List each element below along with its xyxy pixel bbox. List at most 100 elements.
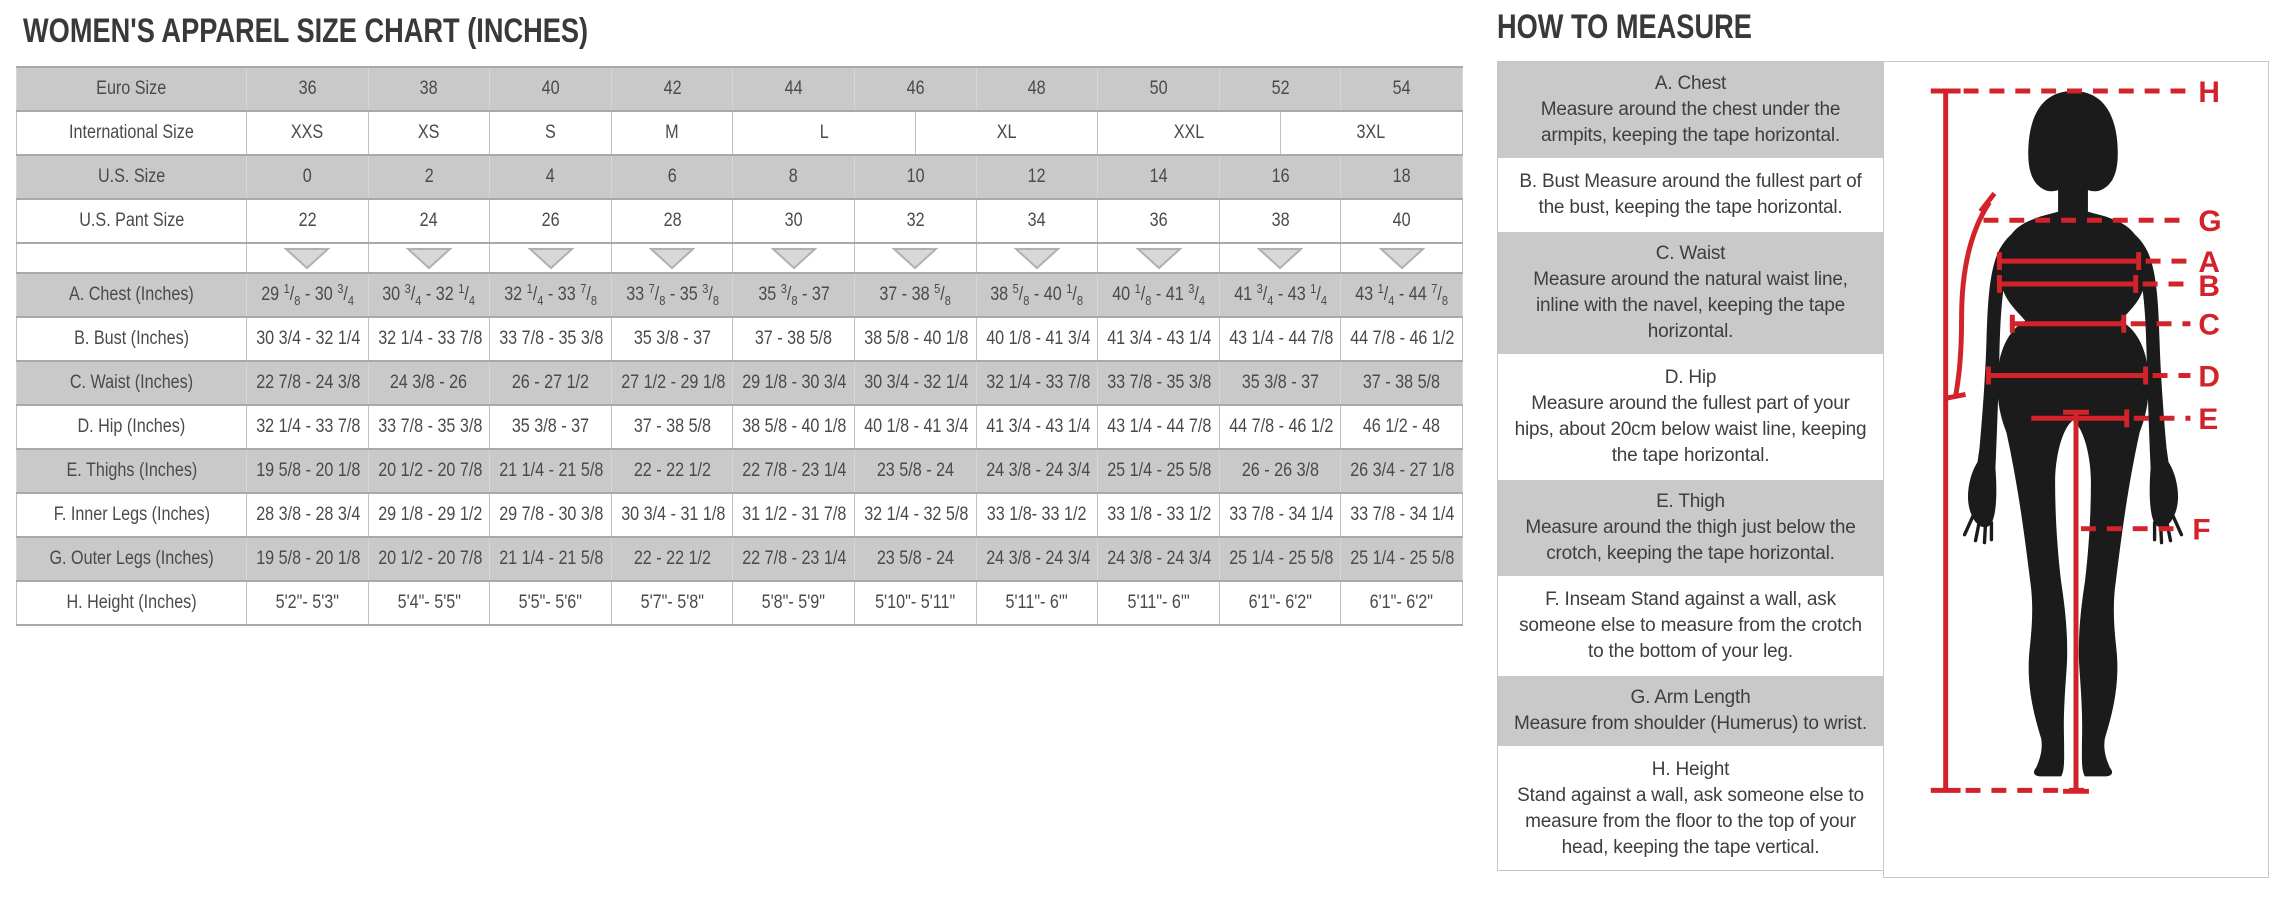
size-cell: 33 7/8 - 35 3/8 — [610, 272, 734, 318]
size-cell: 41 3/4 - 43 1/4 — [1097, 316, 1220, 362]
right-arm — [2111, 221, 2179, 528]
size-cell: 5'11"- 6'" — [1097, 580, 1220, 626]
size-cell: L — [732, 110, 916, 156]
size-cell: 29 1/8 - 29 1/2 — [367, 492, 491, 538]
size-chart-title: WOMEN'S APPAREL SIZE CHART (INCHES) — [23, 12, 589, 50]
arrow-cell — [1097, 242, 1220, 274]
size-cell: 34 — [975, 198, 1099, 244]
down-arrow-icon — [649, 248, 696, 270]
size-cell: 40 1/8 - 41 3/4 — [854, 404, 977, 450]
finger-strokes — [1962, 513, 2184, 545]
measure-item: B. Bust Measure around the fullest part … — [1498, 160, 1883, 232]
label-E: E — [2198, 403, 2218, 436]
size-cell: 6'1"- 6'2" — [1218, 580, 1342, 626]
table-row — [16, 242, 1464, 274]
size-cell: 44 7/8 - 46 1/2 — [1340, 316, 1464, 362]
size-cell: 33 7/8 - 35 3/8 — [1097, 360, 1220, 406]
woman-silhouette — [1962, 90, 2184, 777]
table-row: International Size XXS XS S M L XL XXL 3XL — [16, 110, 1464, 156]
size-cell: 44 — [732, 66, 856, 112]
row-label: C. Waist (Inches) — [16, 360, 247, 406]
size-cell: 3XL — [1279, 110, 1464, 156]
size-cell: 24 3/8 - 24 3/4 — [1097, 536, 1220, 582]
thigh-line — [2031, 409, 2130, 428]
size-cell: 35 3/8 - 37 — [1218, 360, 1342, 406]
size-cell: 19 5/8 - 20 1/8 — [246, 536, 369, 582]
down-arrow-icon — [770, 248, 817, 270]
size-cell: 8 — [732, 154, 856, 200]
measure-item-text: Measure around the thigh just below the … — [1525, 517, 1856, 564]
size-cell: 29 1/8 - 30 3/4 — [246, 272, 369, 318]
size-cell: 35 3/8 - 37 — [610, 316, 734, 362]
arrow-cell — [1340, 242, 1464, 274]
table-row: U.S. Size 0 2 4 6 8 10 12 14 16 18 — [16, 154, 1464, 200]
table-row: E. Thighs (Inches) 19 5/8 - 20 1/8 20 1/2 … — [16, 448, 1464, 494]
size-cell: 4 — [489, 154, 612, 200]
size-cell: 21 1/4 - 21 5/8 — [489, 448, 612, 494]
arrow-cell — [975, 242, 1099, 274]
size-cell: 5'2"- 5'3" — [246, 580, 369, 626]
size-cell: 30 3/4 - 32 1/4 — [854, 360, 977, 406]
size-cell: M — [610, 110, 734, 156]
size-cell: 38 5/8 - 40 1/8 — [975, 272, 1099, 318]
size-cell: 33 7/8 - 34 1/4 — [1218, 492, 1342, 538]
measure-item-text: F. Inseam Stand against a wall, ask some… — [1519, 589, 1862, 662]
row-label: International Size — [16, 110, 247, 156]
size-cell: 33 7/8 - 34 1/4 — [1340, 492, 1464, 538]
size-cell: S — [489, 110, 612, 156]
size-cell: 22 - 22 1/2 — [610, 448, 734, 494]
measure-item-heading: C. Waist — [1655, 243, 1726, 264]
measure-item-text: B. Bust Measure around the fullest part … — [1519, 171, 1862, 218]
size-cell: 22 — [246, 198, 369, 244]
table-row: A. Chest (Inches) 29 1/8 - 30 3/4 30 3/4 -… — [16, 272, 1464, 318]
size-cell: 43 1/4 - 44 7/8 — [1097, 404, 1220, 450]
arrow-cell — [367, 242, 491, 274]
size-cell: 30 3/4 - 32 1/4 — [246, 316, 369, 362]
size-cell: 36 — [1097, 198, 1220, 244]
table-row: U.S. Pant Size 22 24 26 28 30 32 34 36 38 40 — [16, 198, 1464, 244]
size-cell: 5'10"- 5'11" — [854, 580, 977, 626]
row-label: Euro Size — [16, 66, 247, 112]
size-cell: 43 1/4 - 44 7/8 — [1218, 316, 1342, 362]
down-arrow-icon — [527, 248, 574, 270]
size-cell: 48 — [975, 66, 1099, 112]
measure-item-text: Stand against a wall, ask someone else t… — [1517, 785, 1864, 858]
measure-item-heading: H. Height — [1651, 759, 1730, 780]
measure-instruction-list: A. Chest Measure around the chest under t… — [1497, 61, 1884, 871]
size-cell: 30 3/4 - 32 1/4 — [367, 272, 491, 318]
size-cell: 32 1/4 - 32 5/8 — [854, 492, 977, 538]
size-cell: 0 — [246, 154, 369, 200]
size-cell: 40 — [1340, 198, 1464, 244]
size-cell: 37 - 38 5/8 — [610, 404, 734, 450]
table-row: F. Inner Legs (Inches) 28 3/8 - 28 3/4 29 … — [16, 492, 1464, 538]
size-cell: 32 1/4 - 33 7/8 — [367, 316, 491, 362]
size-cell: 24 3/8 - 24 3/4 — [975, 536, 1099, 582]
size-cell: XXL — [1097, 110, 1281, 156]
row-label: D. Hip (Inches) — [16, 404, 247, 450]
size-cell: 38 5/8 - 40 1/8 — [854, 316, 977, 362]
size-cell: 18 — [1340, 154, 1464, 200]
size-cell: 22 - 22 1/2 — [610, 536, 734, 582]
size-cell: 22 7/8 - 23 1/4 — [732, 536, 856, 582]
size-cell: 37 - 38 5/8 — [854, 272, 977, 318]
measure-item: E. Thigh Measure around the thigh just be… — [1498, 480, 1883, 578]
size-cell: 38 5/8 - 40 1/8 — [732, 404, 856, 450]
size-cell: 30 — [732, 198, 856, 244]
size-cell: 42 — [610, 66, 734, 112]
table-row: Euro Size 36 38 40 42 44 46 48 50 52 54 — [16, 66, 1464, 112]
size-cell: 26 - 27 1/2 — [489, 360, 612, 406]
label-D: D — [2198, 360, 2220, 393]
table-row: D. Hip (Inches) 32 1/4 - 33 7/8 33 7/8 - 3… — [16, 404, 1464, 450]
size-cell: 26 3/4 - 27 1/8 — [1340, 448, 1464, 494]
arrow-cell — [489, 242, 612, 274]
size-cell: 29 1/8 - 30 3/4 — [732, 360, 856, 406]
size-cell: 33 1/8- 33 1/2 — [975, 492, 1099, 538]
row-label: F. Inner Legs (Inches) — [16, 492, 247, 538]
size-cell: 14 — [1097, 154, 1220, 200]
size-cell: 37 - 38 5/8 — [1340, 360, 1464, 406]
size-cell: 19 5/8 - 20 1/8 — [246, 448, 369, 494]
size-cell: 21 1/4 - 21 5/8 — [489, 536, 612, 582]
label-A: A — [2198, 246, 2220, 279]
size-cell: 28 — [610, 198, 734, 244]
table-row: H. Height (Inches) 5'2"- 5'3" 5'4"- 5'5" 5'… — [16, 580, 1464, 626]
